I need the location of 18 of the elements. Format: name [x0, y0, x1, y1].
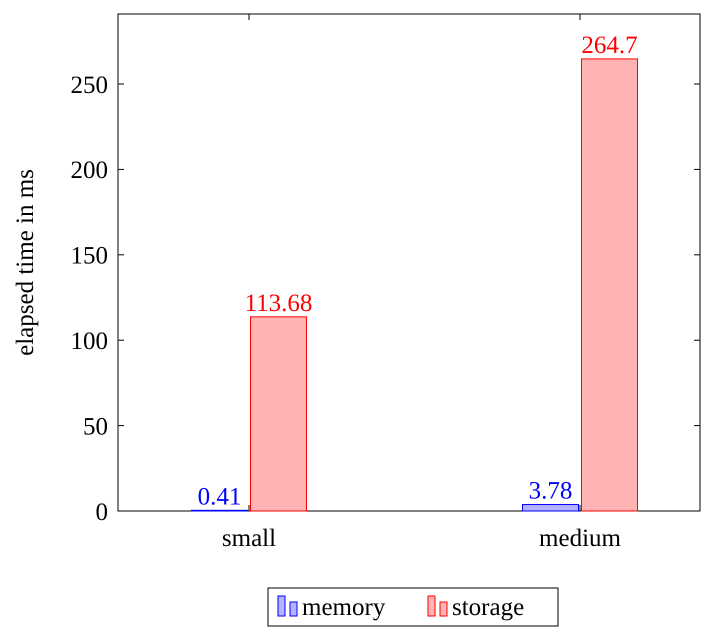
bar [250, 316, 307, 512]
y-tick-label: 0 [96, 498, 108, 526]
data-label: 264.7 [581, 32, 638, 59]
x-tick-label: medium [539, 525, 622, 552]
bar [522, 504, 579, 512]
x-tick-label: small [222, 525, 276, 552]
y-tick-label: 250 [70, 72, 108, 99]
data-label: 3.78 [528, 478, 572, 505]
legend-label: storage [452, 594, 524, 621]
data-label: 0.41 [198, 483, 242, 510]
bar [581, 58, 638, 512]
data-label: 113.68 [244, 290, 312, 317]
y-tick-label: 200 [70, 157, 108, 184]
y-axis-title: elapsed time in ms [12, 169, 39, 356]
legend-label: memory [302, 594, 386, 621]
y-tick-label: 50 [83, 413, 108, 440]
y-tick-label: 100 [70, 328, 108, 355]
y-tick-label: 150 [70, 242, 108, 270]
